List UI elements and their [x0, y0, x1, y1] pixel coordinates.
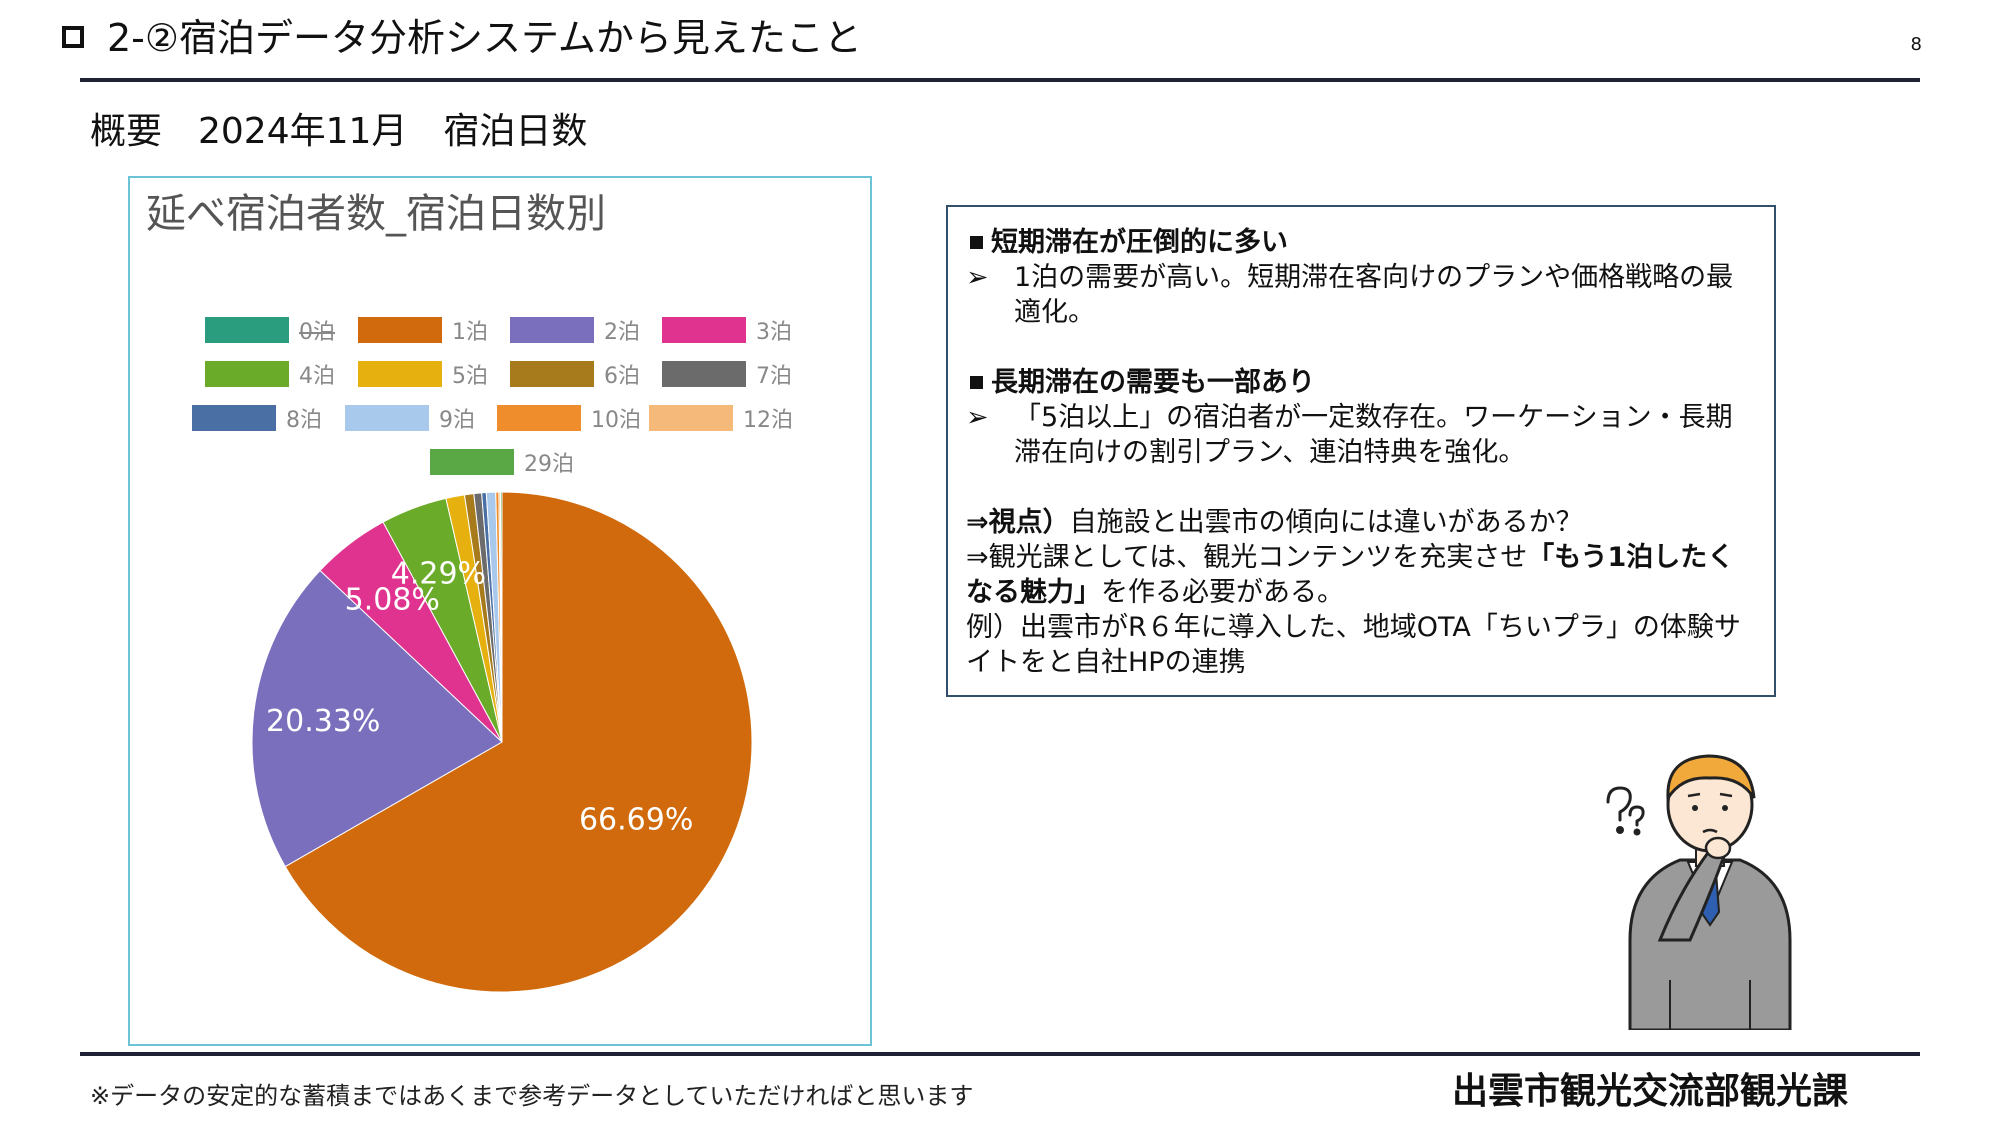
pie-slice-1泊 [284, 491, 753, 993]
heading-text: 長期滞在の需要も一部あり [991, 367, 1315, 398]
footnote: ※データの安定的な蓄積まではあくまで参考データとしていただければと思います [90, 1082, 974, 1110]
department-name: 出雲市観光交流部観光課 [1452, 1071, 1849, 1112]
bullet-text: 「5泊以上」の宿泊者が一定数存在。ワーケーション・長期滞在向けの割引プラン、連泊… [1014, 402, 1733, 468]
insight-panel: 短期滞在が圧倒的に多い ➢ 1泊の需要が高い。短期滞在客向けのプランや価格戦略の最… [946, 205, 1776, 697]
data-label-1泊: 66.69% [579, 803, 693, 838]
tourism-emphasis: 「もう1泊したくなる魅力」 [966, 542, 1735, 608]
tourism-line: ⇒観光課としては、観光コンテンツを充実させ「もう1泊したくなる魅力」を作る必要が… [966, 540, 1756, 610]
square-bullet-icon [970, 236, 983, 249]
viewpoint-text: 自施設と出雲市の傾向には違いがあるか？ [1069, 507, 1583, 538]
tourism-text-c: を作る必要がある。 [1101, 577, 1344, 608]
insight-bullet-2: ➢ 「5泊以上」の宿泊者が一定数存在。ワーケーション・長期滞在向けの割引プラン、連… [966, 400, 1756, 470]
square-bullet-icon [970, 376, 983, 389]
chart-title: 延べ宿泊者数_宿泊日数別 [146, 191, 606, 237]
viewpoint-label: ⇒視点） [966, 507, 1070, 538]
heading-text: 短期滞在が圧倒的に多い [991, 227, 1288, 258]
bottom-divider [80, 1052, 1920, 1056]
insight-bullet-1: ➢ 1泊の需要が高い。短期滞在客向けのプランや価格戦略の最適化。 [966, 260, 1756, 330]
insight-heading-2: 長期滞在の需要も一部あり [966, 365, 1756, 400]
data-label-4泊: 4.29% [391, 557, 486, 592]
pie-chart: 66.69% 20.33% 5.08%4.29% [251, 491, 753, 993]
tourism-text-a: ⇒観光課としては、観光コンテンツを充実させ [966, 542, 1528, 573]
data-label-2泊: 20.33% [266, 704, 380, 739]
arrow-bullet-icon: ➢ [966, 402, 989, 433]
example-line: 例）出雲市がR６年に導入した、地域OTA「ちいプラ」の体験サイトをと自社HPの連… [966, 612, 1741, 678]
thinking-person-illustration [1606, 754, 1792, 1030]
arrow-bullet-icon: ➢ [966, 262, 989, 293]
subtitle: 概要 2024年11月 宿泊日数 [90, 111, 588, 152]
bullet-text: 1泊の需要が高い。短期滞在客向けのプランや価格戦略の最適化。 [1014, 262, 1734, 328]
top-divider [80, 78, 1920, 82]
header: 2-②宿泊データ分析システムから見えたこと 8 [62, 14, 1922, 74]
data-label-3泊: 5.08% [345, 582, 440, 617]
pie-slice-29泊 [499, 491, 503, 743]
viewpoint-line: ⇒視点）自施設と出雲市の傾向には違いがあるか？ [966, 505, 1756, 540]
pie-slice-2泊 [251, 569, 503, 868]
page-title: 2-②宿泊データ分析システムから見えたこと [107, 16, 862, 60]
insight-heading-1: 短期滞在が圧倒的に多い [966, 225, 1756, 260]
page-number: 8 [1910, 34, 1922, 55]
square-bullet-icon [62, 26, 84, 48]
pie-chart-frame: 延べ宿泊者数_宿泊日数別 0泊 1泊 2泊 3泊 4泊 5泊 6泊 7泊 8泊 9泊 10泊 12泊 2… [128, 176, 872, 1046]
